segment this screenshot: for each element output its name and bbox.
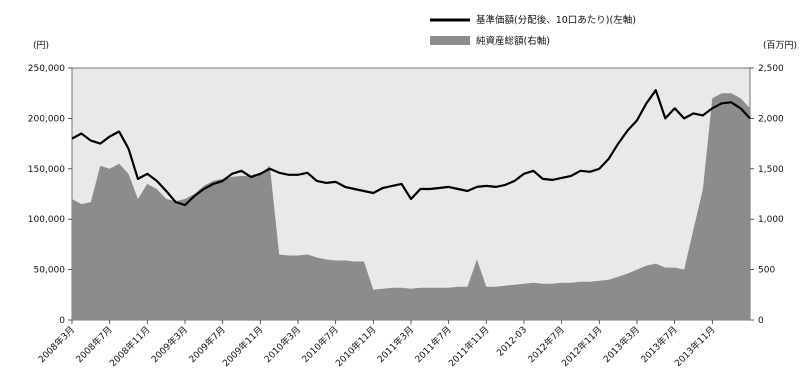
x-tick-label: 2011年3月 xyxy=(375,324,416,365)
left-tick-label: 150,000 xyxy=(28,165,65,175)
x-tick-label: 2009年11月 xyxy=(220,324,266,370)
right-tick-label: 2,500 xyxy=(758,64,784,74)
legend-area-swatch xyxy=(430,36,470,45)
x-tick-label: 2008年7月 xyxy=(73,324,114,365)
x-tick-label: 2010年3月 xyxy=(262,324,303,365)
x-tick-label: 2012-03 xyxy=(495,325,529,359)
legend-line-label: 基準価額(分配後、10口あたり)(左軸) xyxy=(476,14,636,26)
x-tick-label: 2012年7月 xyxy=(525,324,566,365)
x-tick-label: 2008年11月 xyxy=(107,324,153,370)
right-axis-unit: (百万円) xyxy=(763,40,797,51)
right-tick-label: 0 xyxy=(758,316,764,326)
left-tick-label: 200,000 xyxy=(28,114,65,124)
series-area-net-assets xyxy=(72,93,750,320)
x-tick-label: 2013年3月 xyxy=(601,324,642,365)
x-tick-label: 2012年11月 xyxy=(559,324,605,370)
legend-area-label: 純資産総額(右軸) xyxy=(476,35,550,47)
x-tick-label: 2011年7月 xyxy=(412,324,453,365)
right-tick-label: 1,500 xyxy=(758,165,784,175)
legend: 基準価額(分配後、10口あたり)(左軸) 純資産総額(右軸) xyxy=(430,14,636,47)
right-tick-label: 1,000 xyxy=(758,215,784,225)
left-tick-label: 250,000 xyxy=(28,64,65,74)
left-tick-label: 50,000 xyxy=(34,266,66,276)
left-tick-label: 0 xyxy=(59,316,65,326)
x-tick-label: 2013年7月 xyxy=(638,324,679,365)
x-tick-label: 2013年11月 xyxy=(672,324,718,370)
x-tick-label: 2009年7月 xyxy=(186,324,227,365)
area-series-layer xyxy=(72,93,750,320)
x-tick-label: 2009年3月 xyxy=(149,324,190,365)
left-axis-unit: (円) xyxy=(33,40,49,51)
series-line-nav xyxy=(71,89,751,207)
right-tick-label: 2,000 xyxy=(758,114,784,124)
x-tick-label: 2011年11月 xyxy=(446,324,492,370)
x-tick-label: 2010年11月 xyxy=(333,324,379,370)
x-tick-label: 2008年3月 xyxy=(36,324,77,365)
right-tick-label: 500 xyxy=(758,266,775,276)
left-tick-label: 100,000 xyxy=(28,215,65,225)
line-series-layer xyxy=(71,89,751,207)
x-tick-label: 2010年7月 xyxy=(299,324,340,365)
